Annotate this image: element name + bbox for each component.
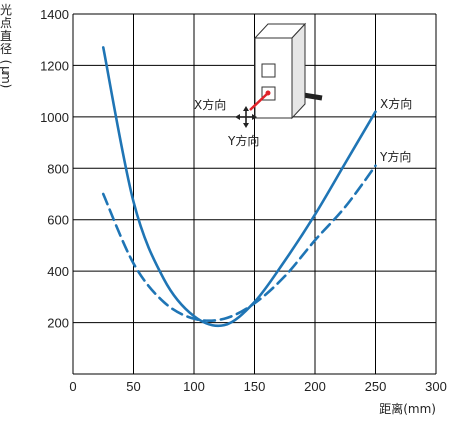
- y-tick-label: 400: [47, 264, 69, 279]
- y-axis-label-char: 径: [0, 42, 12, 56]
- inset-x-label: X方向: [194, 97, 226, 112]
- x-tick-label: 50: [126, 379, 140, 394]
- y-axis-label-char: 点: [0, 16, 12, 30]
- inset-y-label: Y方向: [227, 133, 259, 148]
- x-tick-label: 0: [69, 379, 76, 394]
- series-y-label: Y方向: [379, 149, 411, 164]
- x-tick-label: 100: [183, 379, 205, 394]
- y-axis-label-char: m: [0, 72, 13, 84]
- y-tick-label: 800: [47, 161, 69, 176]
- y-axis-label-char: 光: [0, 3, 12, 17]
- y-tick-label: 1400: [40, 7, 69, 22]
- y-axis-label-char: ): [0, 84, 13, 89]
- x-tick-label: 250: [365, 379, 387, 394]
- y-axis-label-char: 直: [0, 29, 12, 43]
- laser-sensor-icon: [235, 22, 323, 128]
- y-axis-label-char: μ: [0, 66, 13, 74]
- series-x-line: [101, 46, 377, 328]
- x-tick-labels: 0 50 100 150 200 250 300: [69, 379, 446, 394]
- y-tick-label: 1200: [40, 58, 69, 73]
- x-axis-label: 距离(mm): [379, 401, 436, 416]
- x-tick-label: 150: [244, 379, 266, 394]
- y-tick-label: 200: [47, 316, 69, 331]
- y-tick-label: 600: [47, 213, 69, 228]
- y-tick-label: 1000: [40, 110, 69, 125]
- y-tick-labels: 200 400 600 800 1000 1200 1400: [40, 7, 69, 331]
- x-tick-label: 300: [425, 379, 447, 394]
- series-y-line: [101, 164, 377, 323]
- series-x-label: X方向: [380, 96, 412, 111]
- x-tick-label: 200: [304, 379, 326, 394]
- y-axis-label-char: (: [0, 60, 13, 65]
